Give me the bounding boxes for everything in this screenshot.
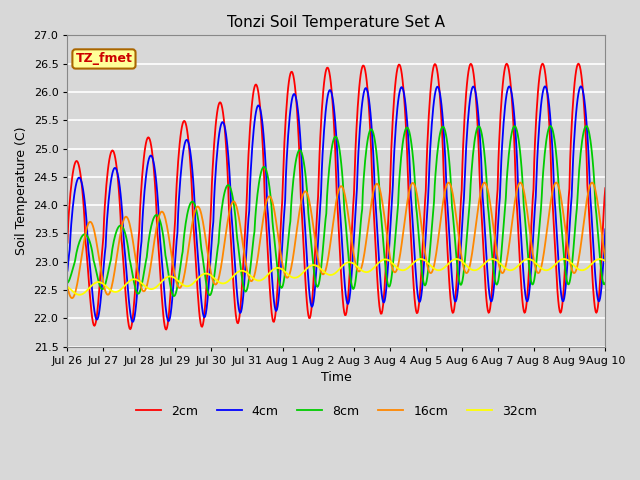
Line: 32cm: 32cm xyxy=(67,259,605,295)
4cm xyxy=(63,268,71,274)
Y-axis label: Soil Temperature (C): Soil Temperature (C) xyxy=(15,127,28,255)
8cm xyxy=(184,208,192,214)
4cm xyxy=(577,84,584,89)
16cm xyxy=(588,180,596,185)
8cm xyxy=(74,247,81,252)
2cm xyxy=(602,185,609,191)
4cm xyxy=(418,287,426,292)
16cm xyxy=(418,228,426,233)
2cm xyxy=(575,61,582,67)
Legend: 2cm, 4cm, 8cm, 16cm, 32cm: 2cm, 4cm, 8cm, 16cm, 32cm xyxy=(131,400,542,423)
4cm xyxy=(74,178,81,183)
16cm xyxy=(184,250,192,256)
32cm xyxy=(184,283,192,289)
16cm xyxy=(212,281,220,287)
Title: Tonzi Soil Temperature Set A: Tonzi Soil Temperature Set A xyxy=(227,15,445,30)
2cm xyxy=(129,317,136,323)
2cm xyxy=(63,240,71,245)
8cm xyxy=(129,272,136,277)
2cm xyxy=(163,327,170,333)
16cm xyxy=(68,295,76,301)
32cm xyxy=(418,256,426,262)
X-axis label: Time: Time xyxy=(321,372,352,384)
2cm xyxy=(418,256,426,262)
Line: 2cm: 2cm xyxy=(67,64,605,330)
32cm xyxy=(129,276,137,282)
32cm xyxy=(74,291,81,297)
32cm xyxy=(76,292,83,298)
16cm xyxy=(63,284,71,290)
16cm xyxy=(129,240,137,246)
8cm xyxy=(63,280,71,286)
32cm xyxy=(602,258,609,264)
Line: 4cm: 4cm xyxy=(67,86,605,322)
16cm xyxy=(602,256,609,262)
4cm xyxy=(212,160,220,166)
4cm xyxy=(403,109,410,115)
16cm xyxy=(403,206,410,212)
2cm xyxy=(212,116,220,122)
4cm xyxy=(129,319,136,325)
Line: 8cm: 8cm xyxy=(67,126,605,296)
32cm xyxy=(488,256,496,262)
4cm xyxy=(184,138,192,144)
2cm xyxy=(403,132,410,137)
Line: 16cm: 16cm xyxy=(67,182,605,298)
8cm xyxy=(170,293,177,299)
16cm xyxy=(74,277,82,283)
8cm xyxy=(418,270,426,276)
8cm xyxy=(212,256,220,262)
2cm xyxy=(74,158,81,164)
8cm xyxy=(403,125,410,131)
8cm xyxy=(602,280,609,286)
32cm xyxy=(403,266,410,272)
8cm xyxy=(583,123,591,129)
4cm xyxy=(602,227,609,232)
32cm xyxy=(63,284,71,289)
2cm xyxy=(184,133,192,139)
Text: TZ_fmet: TZ_fmet xyxy=(76,52,132,65)
4cm xyxy=(129,319,137,324)
32cm xyxy=(212,277,220,283)
